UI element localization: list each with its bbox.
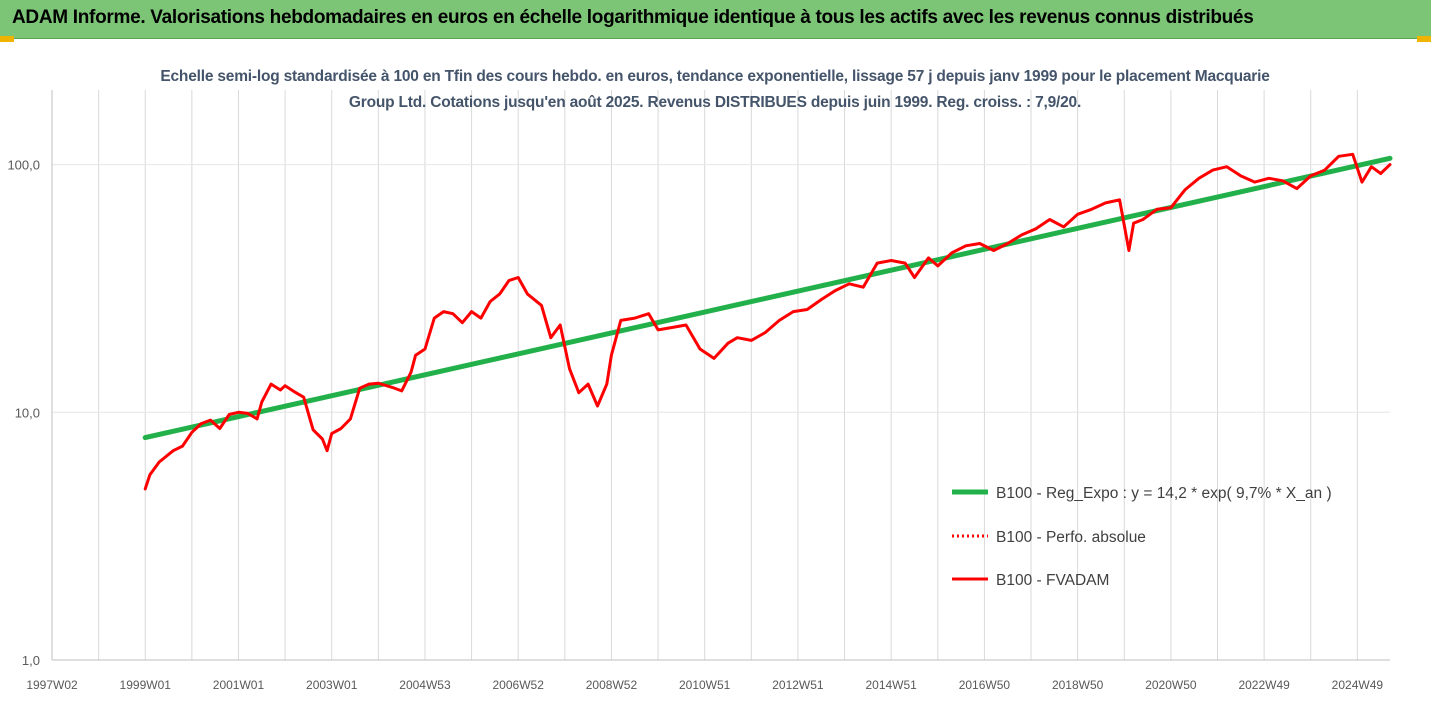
- x-tick-label: 2001W01: [213, 678, 265, 692]
- y-tick-label: 100,0: [7, 158, 40, 173]
- x-tick-label: 2022W49: [1238, 678, 1290, 692]
- x-tick-label: 2016W50: [959, 678, 1011, 692]
- x-tick-label: 1999W01: [120, 678, 172, 692]
- x-tick-label: 2008W52: [586, 678, 638, 692]
- legend-label-1: B100 - Perfo. absolue: [996, 529, 1146, 546]
- y-axis: 1,0 10,0 100,0: [7, 90, 53, 668]
- legend: B100 - Reg_Expo : y = 14,2 * exp( 9,7% *…: [952, 485, 1332, 589]
- series-line-2: [143, 152, 1392, 491]
- corner-accent-left: [0, 36, 14, 42]
- x-tick-label: 2020W50: [1145, 678, 1197, 692]
- y-tick-label: 1,0: [22, 653, 40, 668]
- x-tick-label: 2012W51: [772, 678, 824, 692]
- legend-label-0: B100 - Reg_Expo : y = 14,2 * exp( 9,7% *…: [996, 485, 1332, 502]
- y-tick-label: 10,0: [15, 405, 40, 420]
- report-banner: ADAM Informe. Valorisations hebdomadaire…: [0, 0, 1431, 39]
- vertical-grid: [51, 90, 1390, 661]
- legend-label-2: B100 - FVADAM: [996, 572, 1109, 589]
- x-tick-label: 2018W50: [1052, 678, 1104, 692]
- series-layer: [142, 152, 1393, 491]
- chart-title: Echelle semi-log standardisée à 100 en T…: [160, 68, 1270, 111]
- x-tick-label: 2003W01: [306, 678, 358, 692]
- x-axis: 1997W02 1999W01 2001W01 2003W01 2004W53 2006W…: [26, 678, 1383, 692]
- report-title: ADAM Informe. Valorisations hebdomadaire…: [12, 7, 1254, 28]
- x-tick-label: 2010W51: [679, 678, 731, 692]
- x-tick-label: 1997W02: [26, 678, 78, 692]
- series-line-0: [142, 155, 1393, 441]
- x-tick-label: 2014W51: [865, 678, 917, 692]
- x-tick-label: 2006W52: [493, 678, 545, 692]
- corner-accent-right: [1417, 36, 1431, 42]
- x-tick-label: 2004W53: [399, 678, 451, 692]
- x-tick-label: 2024W49: [1332, 678, 1384, 692]
